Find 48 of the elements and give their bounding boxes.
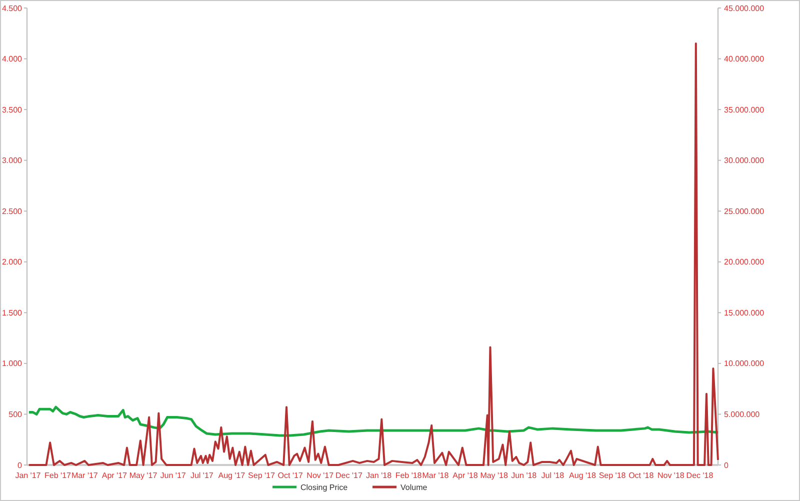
y-tick-label: 3.000 bbox=[2, 156, 23, 166]
y2-tick-label: 5.000.000 bbox=[724, 410, 760, 420]
y2-tick-label: 20.000.000 bbox=[724, 258, 765, 267]
y-tick-label: 0 bbox=[18, 460, 23, 470]
y2-tick-label: 0 bbox=[724, 460, 729, 470]
x-tick-label: Jul '17 bbox=[190, 471, 214, 480]
y2-tick-label: 30.000.000 bbox=[724, 156, 765, 166]
x-tick-label: Dec '17 bbox=[336, 471, 363, 480]
y-tick-label: 3.500 bbox=[2, 105, 23, 114]
y2-tick-label: 25.000.000 bbox=[724, 206, 765, 216]
legend-label: Volume bbox=[400, 482, 428, 492]
x-tick-label: Jan '17 bbox=[15, 471, 42, 480]
y2-tick-label: 45.000.000 bbox=[724, 4, 765, 13]
y-tick-label: 4.500 bbox=[2, 4, 23, 13]
y2-tick-label: 10.000.000 bbox=[724, 359, 765, 368]
x-tick-label: Dec '18 bbox=[686, 471, 714, 480]
legend-label: Closing Price bbox=[300, 482, 348, 492]
x-tick-label: Jun '17 bbox=[160, 471, 186, 480]
x-tick-label: May '18 bbox=[480, 471, 509, 480]
x-tick-label: Feb '17 bbox=[44, 471, 72, 480]
x-tick-label: Feb '18 bbox=[395, 471, 422, 480]
y-tick-label: 1.000 bbox=[2, 359, 23, 368]
x-tick-label: Mar '18 bbox=[422, 471, 450, 480]
x-tick-label: Oct '17 bbox=[278, 471, 304, 480]
y-tick-label: 1.500 bbox=[2, 308, 23, 318]
x-tick-label: Sep '17 bbox=[248, 471, 276, 480]
x-tick-label: May '17 bbox=[129, 471, 158, 480]
x-tick-label: Jan '18 bbox=[366, 471, 392, 480]
y-tick-label: 2.000 bbox=[2, 258, 23, 267]
x-tick-label: Nov '18 bbox=[657, 471, 685, 480]
x-tick-label: Mar '17 bbox=[71, 471, 98, 480]
x-tick-label: Oct '18 bbox=[628, 471, 654, 480]
y-tick-label: 500 bbox=[8, 410, 23, 420]
line-series bbox=[28, 42, 719, 466]
x-tick-label: Aug '17 bbox=[218, 471, 246, 480]
line-series bbox=[28, 406, 720, 437]
x-tick-label: Jun '18 bbox=[511, 471, 538, 480]
x-tick-label: Aug '18 bbox=[569, 471, 596, 480]
y2-tick-label: 15.000.000 bbox=[724, 308, 765, 318]
y2-tick-label: 40.000.000 bbox=[724, 54, 765, 64]
x-tick-label: Apr '17 bbox=[102, 471, 128, 480]
x-tick-label: Apr '18 bbox=[452, 471, 478, 480]
y-tick-label: 4.000 bbox=[2, 54, 23, 64]
y-tick-label: 2.500 bbox=[2, 206, 23, 216]
x-tick-label: Jul '18 bbox=[541, 471, 565, 480]
x-tick-label: Sep '18 bbox=[598, 471, 626, 480]
y2-tick-label: 35.000.000 bbox=[724, 105, 765, 114]
x-tick-label: Nov '17 bbox=[306, 471, 334, 480]
